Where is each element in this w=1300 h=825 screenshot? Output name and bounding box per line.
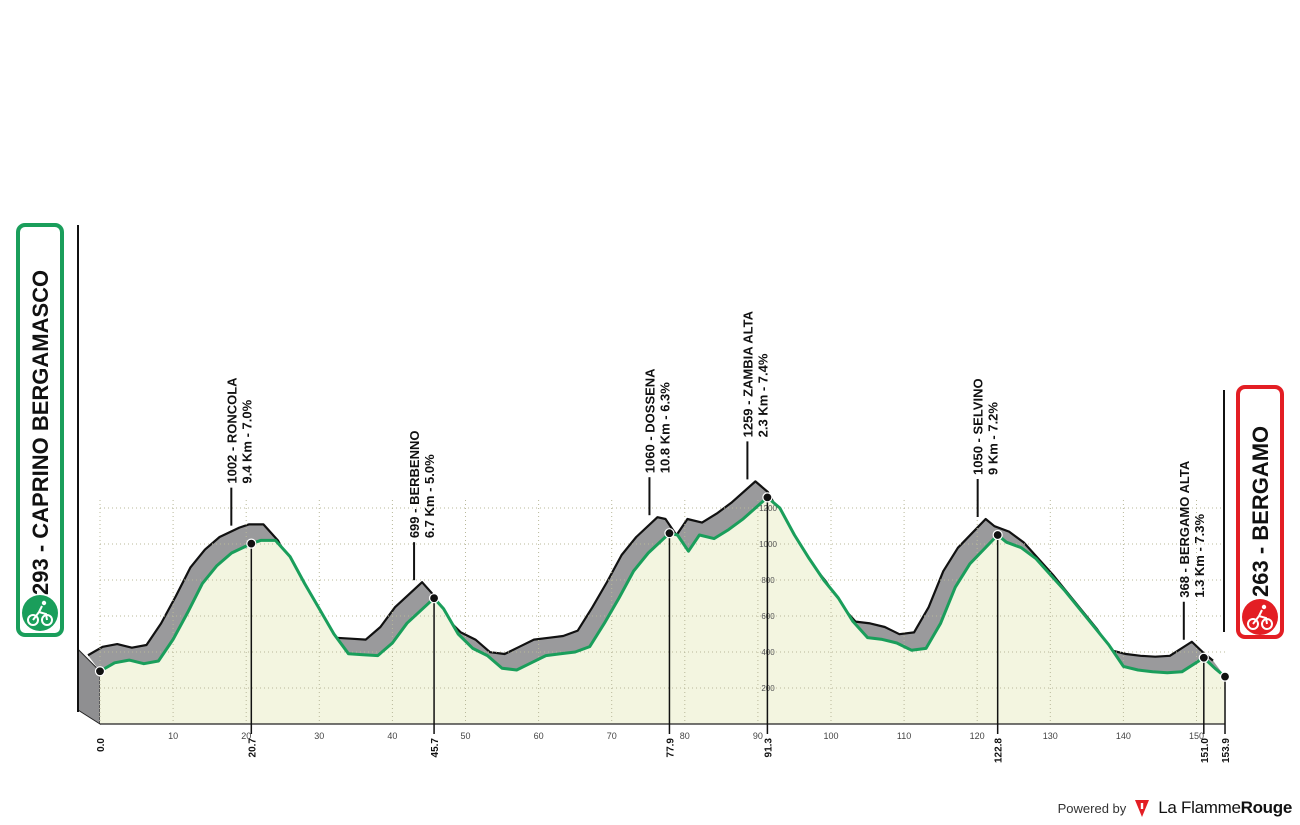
finish-sign: 263 - BERGAMO: [1236, 385, 1284, 639]
km-marker-label: 151.0: [1200, 738, 1211, 763]
x-tick-label: 10: [168, 731, 178, 741]
km-marker-dot: [1198, 652, 1209, 663]
start-label: 293 - CAPRINO BERGAMASCO: [28, 270, 53, 595]
y-tick-label: 600: [761, 612, 775, 621]
km-marker-dot: [664, 528, 675, 539]
x-tick-label: 40: [387, 731, 397, 741]
climb-name: 1060 - DOSSENA: [642, 368, 657, 473]
y-tick-label: 1000: [759, 540, 777, 549]
x-tick-label: 140: [1116, 731, 1131, 741]
profile-depth-band: [88, 481, 1226, 677]
brand-part-a: La Flamme: [1158, 798, 1241, 817]
profile-area: [100, 497, 1226, 724]
profile-ridge-line: [87, 480, 1214, 662]
x-tick-label: 70: [607, 731, 617, 741]
climb-stats: 9 Km - 7.2%: [986, 402, 1001, 475]
climb-stats: 10.8 Km - 6.3%: [657, 382, 672, 473]
climb-name: 368 - BERGAMO ALTA: [1177, 460, 1192, 598]
x-tick-label: 50: [460, 731, 470, 741]
climb-name: 1002 - RONCOLA: [224, 377, 239, 484]
brand-part-b: Rouge: [1240, 798, 1293, 817]
brand-name: La FlammeRouge: [1158, 798, 1292, 818]
x-tick-label: 20: [241, 731, 251, 741]
km-marker-dot: [428, 593, 440, 604]
km-marker-label: 0.0: [96, 738, 107, 752]
x-tick-label: 60: [534, 731, 544, 741]
km-marker-label: 122.8: [994, 738, 1005, 763]
climb-stats: 9.4 Km - 7.0%: [239, 399, 254, 483]
km-marker-label: 20.7: [247, 738, 258, 758]
km-marker-dot: [94, 666, 106, 677]
x-tick-label: 80: [680, 731, 690, 741]
x-tick-label: 120: [970, 731, 985, 741]
km-marker-label: 153.9: [1221, 738, 1232, 763]
climb-stats: 1.3 Km - 7.3%: [1192, 514, 1207, 598]
powered-by-text: Powered by: [1057, 800, 1127, 816]
flame-logo-icon: [1135, 800, 1150, 817]
climb-name: 1050 - SELVINO: [971, 378, 986, 475]
finish-label: 263 - BERGAMO: [1248, 426, 1273, 597]
km-marker-dot: [246, 538, 257, 549]
climb-name: 1259 - ZAMBIA ALTA: [740, 310, 755, 437]
y-tick-label: 400: [761, 648, 775, 657]
start-cyclist-icon: [22, 595, 58, 631]
x-tick-label: 100: [823, 731, 838, 741]
climb-stats: 6.7 Km - 5.0%: [422, 454, 437, 538]
x-tick-label: 110: [897, 731, 911, 741]
climb-name: 699 - BERBENNO: [407, 431, 422, 539]
x-tick-label: 90: [753, 731, 763, 741]
km-marker-label: 91.3: [763, 738, 774, 758]
y-tick-label: 800: [761, 576, 775, 585]
climb-stats: 2.3 Km - 7.4%: [755, 353, 770, 437]
km-marker-dot: [1219, 671, 1231, 682]
x-tick-label: 150: [1189, 731, 1204, 741]
x-tick-label: 130: [1043, 731, 1058, 741]
y-tick-label: 1200: [759, 504, 777, 513]
km-marker-label: 45.7: [430, 738, 441, 758]
start-sign: 293 - CAPRINO BERGAMASCO: [16, 223, 64, 637]
x-tick-label: 30: [314, 731, 324, 741]
km-marker-dot: [992, 529, 1003, 541]
footer-credit: Powered by La FlammeRouge: [1058, 797, 1292, 819]
km-marker-dot: [762, 492, 773, 503]
km-marker-label: 77.9: [665, 738, 676, 758]
y-tick-label: 200: [761, 684, 775, 693]
finish-cyclist-icon: [1242, 599, 1278, 635]
